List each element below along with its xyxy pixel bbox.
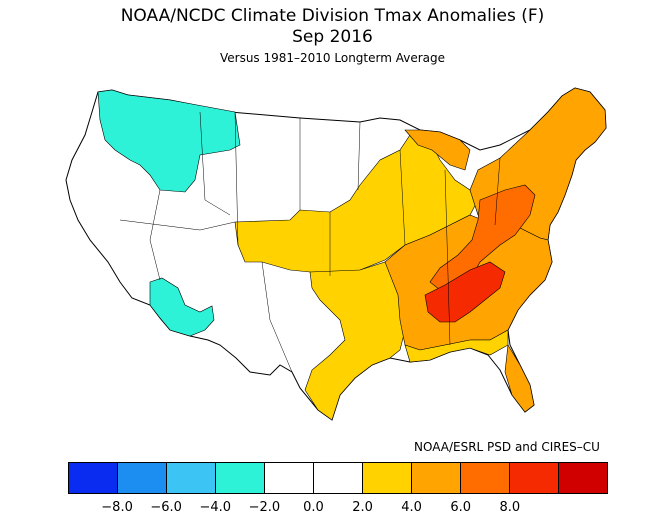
colorbar-segment xyxy=(363,463,412,493)
gulf-coast-warm-region xyxy=(404,329,509,363)
colorbar-tick-label: −6.0 xyxy=(150,500,182,515)
colorbar-tick-label: 2.0 xyxy=(352,500,373,515)
colorbar-segment xyxy=(118,463,167,493)
colorbar-tick-label: −8.0 xyxy=(101,500,133,515)
colorbar-segment xyxy=(216,463,265,493)
colorbar-segment xyxy=(69,463,118,493)
colorbar-segment xyxy=(461,463,510,493)
upper-midwest-warm-region xyxy=(404,129,471,171)
colorbar-segment xyxy=(265,463,314,493)
map-subtitle: Versus 1981–2010 Longterm Average xyxy=(219,51,446,65)
map-period: Sep 2016 xyxy=(292,27,373,47)
colorbar-segment xyxy=(314,463,363,493)
pacific-northwest-cool-region xyxy=(97,89,241,193)
colorbar-tick-label: 4.0 xyxy=(401,500,422,515)
colorbar-tick-label: 0.0 xyxy=(303,500,324,515)
colorbar xyxy=(68,462,608,494)
colorbar-segment xyxy=(412,463,461,493)
colorbar-tick-label: 8.0 xyxy=(499,500,521,515)
credit-label: NOAA/ESRL PSD and CIRES–CU xyxy=(414,440,600,454)
colorbar-tick-label: −4.0 xyxy=(199,500,232,515)
colorbar-segment xyxy=(167,463,216,493)
tennessee-hot-region xyxy=(424,261,506,323)
colorbar-segment xyxy=(510,463,559,493)
arizona-cool-region xyxy=(149,277,215,337)
colorbar-tick-label: −2.0 xyxy=(248,500,281,515)
map-title: NOAA/NCDC Climate Division Tmax Anomalie… xyxy=(120,6,545,26)
colorbar-segment xyxy=(559,463,607,493)
colorbar-tick-label: 6.0 xyxy=(450,500,472,515)
south-florida-warm-region xyxy=(504,344,535,413)
division-boundaries xyxy=(119,111,501,373)
us-climate-division-map xyxy=(65,87,607,421)
